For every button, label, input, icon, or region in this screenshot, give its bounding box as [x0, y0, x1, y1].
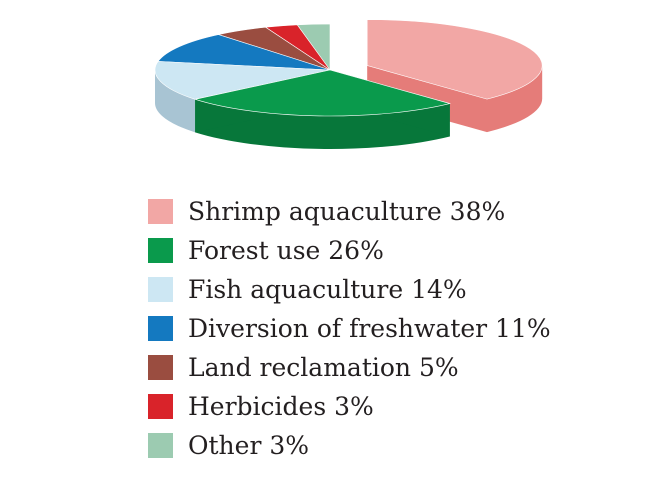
chart-legend: Shrimp aquaculture 38% Forest use 26% Fi…: [148, 192, 551, 465]
legend-swatch-other: [148, 433, 173, 458]
legend-item-herbicides: Herbicides 3%: [148, 387, 551, 426]
legend-item-land-reclamation: Land reclamation 5%: [148, 348, 551, 387]
legend-item-fish-aquaculture: Fish aquaculture 14%: [148, 270, 551, 309]
pie-slice-forest-use: [193, 69, 451, 117]
legend-item-forest-use: Forest use 26%: [148, 231, 551, 270]
legend-item-diversion-of-freshwater: Diversion of freshwater 11%: [148, 309, 551, 348]
legend-swatch-forest-use: [148, 238, 173, 263]
legend-swatch-fish-aquaculture: [148, 277, 173, 302]
legend-label-herbicides: Herbicides 3%: [188, 392, 374, 421]
legend-label-shrimp-aquaculture: Shrimp aquaculture 38%: [188, 197, 506, 226]
legend-label-diversion-of-freshwater: Diversion of freshwater 11%: [188, 314, 551, 343]
legend-label-land-reclamation: Land reclamation 5%: [188, 353, 459, 382]
pie-slice-shrimp-aquaculture: [366, 19, 543, 100]
pie-slice-diversion-of-freshwater: [157, 34, 331, 71]
legend-item-shrimp-aquaculture: Shrimp aquaculture 38%: [148, 192, 551, 231]
pie-slice-side-forest-use: [195, 99, 450, 149]
legend-swatch-diversion-of-freshwater: [148, 316, 173, 341]
legend-swatch-herbicides: [148, 394, 173, 419]
legend-label-other: Other 3%: [188, 431, 309, 460]
legend-item-other: Other 3%: [148, 426, 551, 465]
legend-label-forest-use: Forest use 26%: [188, 236, 384, 265]
legend-label-fish-aquaculture: Fish aquaculture 14%: [188, 275, 467, 304]
pie-slice-side-shrimp-aquaculture: [486, 65, 543, 133]
pie-slice-fish-aquaculture: [154, 61, 331, 100]
legend-swatch-land-reclamation: [148, 355, 173, 380]
legend-swatch-shrimp-aquaculture: [148, 199, 173, 224]
